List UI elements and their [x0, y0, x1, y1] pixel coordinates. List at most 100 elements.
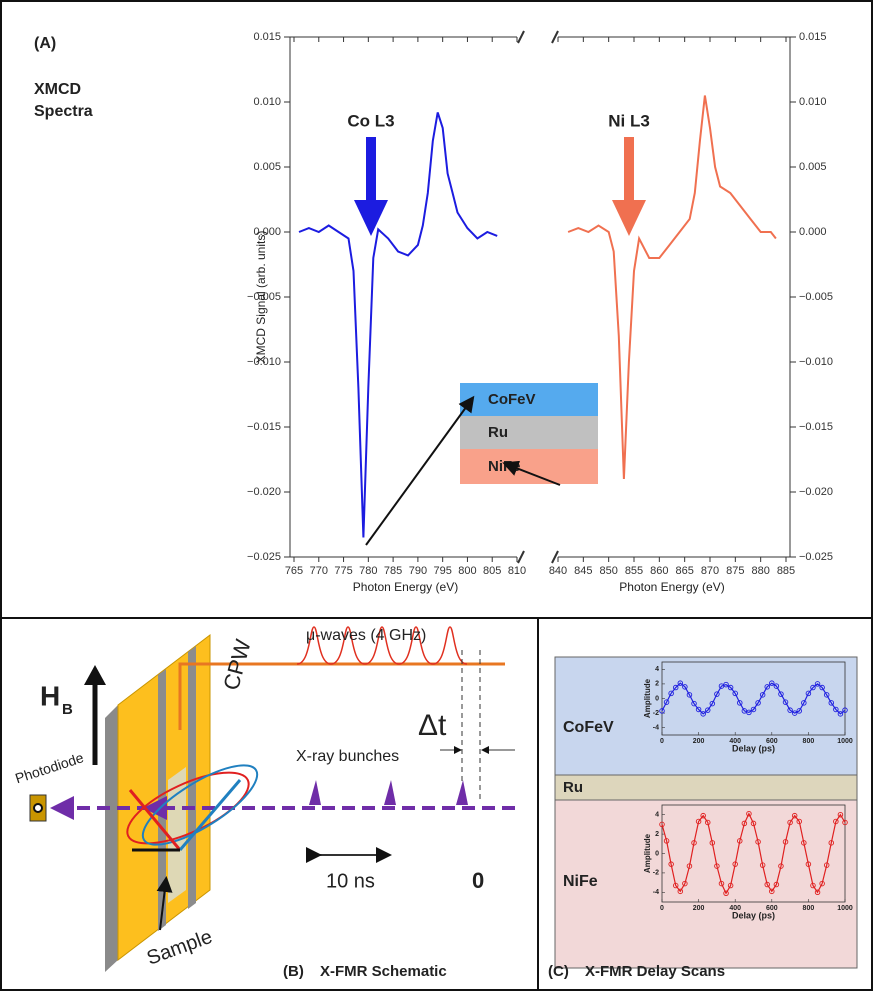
y-tick-label: −0.010 [247, 356, 281, 368]
x-tick-label: 1000 [837, 905, 853, 912]
x-axis-label: Photon Energy (eV) [353, 580, 458, 594]
x-tick-label: 780 [359, 565, 377, 577]
y-tick-label: −0.015 [247, 421, 281, 433]
scan-point [819, 684, 825, 691]
y-tick-label: −0.010 [799, 356, 833, 368]
scan-point [737, 838, 743, 844]
scan-point [691, 700, 697, 707]
x-tick-label: 770 [310, 565, 328, 577]
scan-point [828, 700, 835, 706]
x-tick-label: 850 [599, 565, 617, 577]
precession-orbit [141, 764, 259, 846]
label: 0 [472, 868, 484, 893]
scan-point [695, 818, 702, 825]
scan-point [796, 708, 803, 714]
scan-point [668, 861, 674, 867]
layer-label: CoFeV [563, 719, 614, 736]
scan-point [837, 711, 844, 717]
layer [460, 383, 598, 416]
y-tick-label: −0.005 [799, 291, 833, 303]
label: X-ray bunches [296, 748, 399, 765]
panel-title: X-FMR Delay Scans [585, 963, 725, 980]
x-axis-label: Delay (ps) [732, 910, 775, 920]
scan-point [727, 882, 734, 889]
x-tick-label: 845 [574, 565, 592, 577]
y-tick-label: −0.020 [799, 486, 833, 498]
scan-point [700, 711, 706, 717]
y-tick-label: 0 [655, 850, 659, 857]
x-axis-label: Photon Energy (eV) [619, 580, 724, 594]
x-tick-label: 200 [693, 738, 705, 745]
x-tick-label: 775 [334, 565, 352, 577]
scan-point [677, 888, 684, 895]
y-tick-label: 0.010 [253, 96, 281, 108]
scan-point [764, 881, 770, 888]
y-tick-label: 0.015 [253, 31, 281, 43]
x-tick-label: 865 [675, 565, 693, 577]
axis-break [517, 550, 525, 564]
scan-point [755, 839, 761, 845]
scan-point [718, 880, 725, 887]
scan-point [759, 692, 766, 698]
spectrum-line [567, 95, 777, 480]
scan-point [791, 812, 798, 819]
x-tick-label: 880 [751, 565, 769, 577]
series-label: Ni L3 [608, 111, 650, 130]
x-tick-label: 200 [693, 905, 705, 912]
scan-point [714, 863, 720, 869]
field-arrow [84, 665, 106, 685]
scan-point [787, 707, 793, 713]
y-tick-label: −0.025 [247, 551, 281, 563]
peak-arrow [366, 137, 376, 202]
x-tick-label: 805 [483, 565, 501, 577]
layer-label: CoFeV [488, 391, 536, 408]
x-tick-label: 0 [660, 738, 664, 745]
x-tick-label: 860 [650, 565, 668, 577]
scan-point [828, 840, 835, 846]
x-tick-label: 810 [508, 565, 526, 577]
peak-arrow [612, 200, 646, 236]
panel-title: Spectra [34, 103, 93, 120]
scan-point [842, 819, 848, 826]
scan-point [769, 888, 775, 895]
scan-point [705, 707, 711, 713]
scan-point [672, 882, 679, 889]
scan-point [842, 707, 848, 713]
axis-break [551, 550, 559, 564]
scan-point [663, 699, 670, 705]
x-tick-label: 765 [285, 565, 303, 577]
x-tick-label: 870 [701, 565, 719, 577]
scan-point [659, 821, 665, 828]
y-tick-label: 0.005 [799, 161, 827, 173]
axis-break [517, 30, 525, 44]
layer [554, 799, 858, 969]
x-tick-label: 1000 [837, 738, 853, 745]
magnetization-vector [178, 779, 242, 851]
sample [168, 767, 186, 903]
scan-point [723, 681, 729, 688]
sample-pointer [156, 876, 173, 931]
scan-point [805, 861, 812, 867]
scan-point [819, 880, 825, 887]
scan-point [801, 700, 807, 706]
x-tick-label: 0 [660, 905, 664, 912]
x-tick-label: 875 [726, 565, 744, 577]
scan-point [837, 811, 844, 818]
y-tick-label: 0 [655, 695, 659, 702]
y-tick-label: −0.025 [799, 551, 833, 563]
layer [554, 774, 858, 801]
scan-point [668, 690, 674, 697]
scan-point [791, 710, 798, 716]
pointer [365, 395, 475, 546]
scan-point [773, 881, 780, 888]
y-tick-label: 2 [655, 831, 659, 838]
x-axis-label: Delay (ps) [732, 743, 775, 753]
panel-label: (A) [34, 35, 56, 52]
scan-point [672, 684, 679, 691]
scan-point [810, 882, 816, 889]
series-label: Co L3 [347, 111, 394, 130]
microwave-wave [296, 626, 468, 665]
x-tick-label: 790 [409, 565, 427, 577]
